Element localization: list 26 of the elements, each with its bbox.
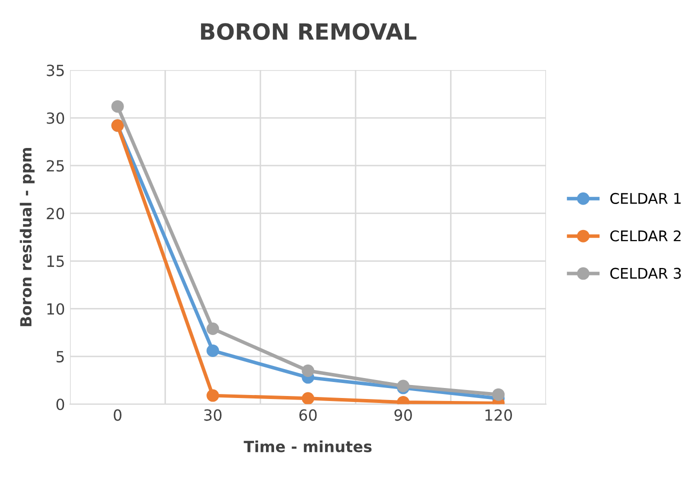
y-tick-label: 35: [46, 64, 64, 76]
point: [492, 388, 505, 401]
point: [206, 389, 220, 402]
y-tick-label: 25: [46, 160, 64, 172]
point: [206, 322, 220, 336]
y-tick-label: 15: [47, 256, 64, 268]
point: [302, 364, 314, 377]
x-tick-label: 120: [485, 409, 512, 421]
point: [111, 100, 124, 113]
legend-label: CELDAR 1: [610, 192, 681, 204]
y-tick-label: 30: [46, 112, 64, 124]
point: [302, 392, 314, 404]
x-tick-label: 0: [114, 409, 122, 421]
legend-label: CELDAR 3: [610, 268, 681, 279]
chart-title: BORON REMOVAL: [201, 23, 416, 40]
x-tick-label: 90: [394, 409, 412, 421]
y-axis-title: Boron residual - ppm: [20, 148, 35, 326]
y-tick-label: 20: [46, 208, 64, 220]
x-tick-label: 30: [204, 409, 222, 421]
y-tick-label: 0: [56, 398, 64, 410]
point: [206, 344, 220, 357]
y-tick-label: 10: [47, 303, 64, 315]
y-tick-label: 5: [56, 351, 64, 362]
x-axis-title: Time - minutes: [244, 440, 372, 452]
x-tick-label: 60: [299, 409, 317, 421]
legend-label: CELDAR 2: [610, 230, 681, 242]
